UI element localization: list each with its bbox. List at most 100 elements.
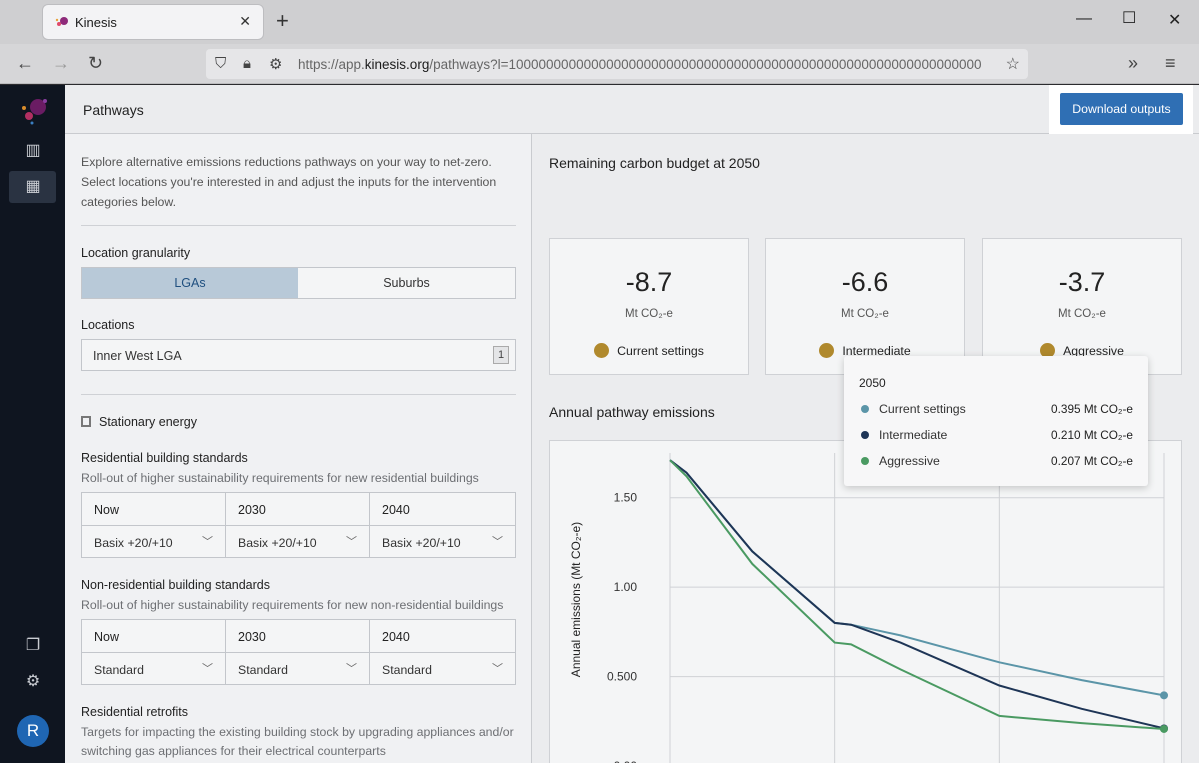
chart-tooltip: 2050 Current settings 0.395 Mt CO₂-e Int…: [844, 356, 1148, 486]
new-tab-icon[interactable]: +: [276, 8, 289, 33]
locations-count-badge: 1: [493, 346, 509, 364]
series-dot: [861, 431, 869, 439]
locations-label: Locations: [81, 318, 135, 332]
series-dot: [861, 457, 869, 465]
shield-icon[interactable]: ⛉: [215, 55, 227, 72]
budget-title: Remaining carbon budget at 2050: [549, 155, 760, 171]
reload-icon[interactable]: ↻: [88, 53, 104, 73]
tooltip-row-intermediate: Intermediate 0.210 Mt CO₂-e: [861, 428, 1133, 442]
download-outputs-button[interactable]: Download outputs: [1060, 93, 1183, 125]
budget-unit: Mt CO₂-e: [625, 308, 673, 320]
budget-value: -6.6: [841, 267, 889, 297]
budget-card-current: -8.7 Mt CO₂-e Current settings: [549, 238, 749, 375]
browser-tab[interactable]: Kinesis ✕: [42, 4, 264, 40]
back-icon[interactable]: ←: [16, 53, 34, 73]
app-sidebar: ▥ ▦ ❐ ⚙ R: [0, 85, 65, 763]
chevron-down-icon: ﹀: [346, 536, 357, 548]
permissions-icon[interactable]: ⚙: [269, 56, 283, 73]
budget-card-intermediate: -6.6 Mt CO₂-e Intermediate: [765, 238, 965, 375]
budget-legend: Current settings: [550, 343, 748, 358]
chevron-down-icon: ﹀: [202, 536, 213, 548]
settings-gear-icon[interactable]: ⚙: [25, 673, 41, 690]
close-tab-icon[interactable]: ✕: [239, 13, 251, 29]
residential-col-2040[interactable]: 2040 Basix +20/+10 ﹀: [382, 503, 503, 550]
section-stationary-energy: Stationary energy: [81, 415, 197, 429]
lock-icon[interactable]: 🔒︎: [243, 55, 251, 72]
residential-title: Residential building standards: [81, 451, 248, 465]
granularity-label: Location granularity: [81, 246, 191, 260]
budget-value: -3.7: [1058, 267, 1106, 297]
residential-2040-select[interactable]: Basix +20/+10: [382, 536, 461, 550]
series-line-current-settings: [669, 459, 1165, 697]
legend-dot: [1040, 343, 1056, 358]
forward-icon[interactable]: →: [52, 53, 70, 73]
divider: [81, 225, 516, 226]
nonresidential-2040-select[interactable]: Standard: [382, 663, 432, 677]
series-line-intermediate: [669, 459, 1165, 730]
user-avatar[interactable]: R: [17, 715, 49, 747]
nonresidential-now-select[interactable]: Standard: [94, 663, 144, 677]
chevron-down-icon: ﹀: [346, 663, 357, 675]
residential-desc: Roll-out of higher sustainability requir…: [81, 471, 479, 485]
budget-unit: Mt CO₂-e: [841, 308, 889, 320]
residential-now-select[interactable]: Basix +20/+10: [94, 536, 173, 550]
nonresidential-col-now[interactable]: Now Standard ﹀: [82, 620, 226, 684]
controls-panel: Explore alternative emissions reductions…: [65, 134, 532, 763]
sidebar-active-highlight: [9, 171, 56, 203]
nonresidential-desc: Roll-out of higher sustainability requir…: [81, 598, 504, 612]
chevron-down-icon: ﹀: [492, 663, 503, 675]
address-bar[interactable]: ⛉ 🔒︎ ⚙ https://app.kinesis.org/pathways?…: [206, 49, 1028, 79]
browser-tab-bar: Kinesis ✕ + — ☐ ✕: [0, 0, 1199, 44]
extensions-overflow-icon[interactable]: »: [1128, 53, 1139, 73]
menu-icon[interactable]: ≡: [1165, 53, 1176, 73]
legend-dot: [819, 343, 835, 358]
series-line-aggressive: [669, 459, 1165, 730]
chart-icon[interactable]: ▦: [25, 178, 41, 195]
series-point-current-settings: [1160, 691, 1168, 700]
nonresidential-col-2030[interactable]: 2030 Standard ﹀: [226, 620, 370, 684]
granularity-option-lgas[interactable]: LGAs: [82, 268, 298, 298]
browser-nav-bar: ← → ↻ ⛉ 🔒︎ ⚙ https://app.kinesis.org/pat…: [0, 44, 1199, 84]
maximize-icon[interactable]: ☐: [1122, 10, 1137, 27]
residential-col-2030[interactable]: 2030 Basix +20/+10 ﹀: [226, 493, 370, 557]
intro-text: Explore alternative emissions reductions…: [81, 155, 497, 209]
page-title: Pathways: [83, 102, 144, 118]
budget-legend: Aggressive: [983, 343, 1181, 358]
nonresidential-2030-select[interactable]: Standard: [238, 663, 288, 677]
tooltip-row-aggressive: Aggressive 0.207 Mt CO₂-e: [861, 454, 1133, 468]
legend-dot: [594, 343, 610, 358]
app-header: Pathways: [65, 85, 1199, 134]
download-button-highlight: Download outputs: [1049, 85, 1193, 134]
retrofits-desc: Targets for impacting the existing build…: [81, 725, 514, 758]
map-icon[interactable]: ▥: [25, 142, 41, 159]
y-axis-label: Annual emissions (Mt CO₂-e): [569, 522, 583, 677]
residential-col-now[interactable]: Now Basix +20/+10 ﹀: [82, 493, 226, 557]
budget-card-aggressive: -3.7 Mt CO₂-e Aggressive: [982, 238, 1182, 375]
y-tick-label: 0.00: [614, 759, 638, 763]
tooltip-year: 2050: [859, 376, 886, 390]
building-icon: [81, 416, 91, 427]
retrofits-title: Residential retrofits: [81, 705, 188, 719]
budget-value: -8.7: [625, 267, 673, 297]
bookmark-star-icon[interactable]: ☆: [1005, 56, 1020, 73]
budget-legend: Intermediate: [766, 343, 964, 358]
residential-2030-select[interactable]: Basix +20/+10: [238, 536, 317, 550]
tooltip-row-current: Current settings 0.395 Mt CO₂-e: [861, 402, 1133, 416]
nonresidential-title: Non-residential building standards: [81, 578, 271, 592]
locations-select[interactable]: Inner West LGA 1: [81, 339, 516, 371]
window-close-icon[interactable]: ✕: [1168, 12, 1182, 29]
nonresidential-schedule: Now Standard ﹀ 2030 Standard ﹀ 2040 Stan…: [81, 619, 516, 685]
url-text[interactable]: https://app.kinesis.org/pathways?l=10000…: [298, 57, 982, 72]
layers-icon[interactable]: ❐: [25, 637, 41, 654]
kinesis-favicon-icon: [55, 17, 68, 26]
y-tick-label: 1.50: [614, 491, 638, 505]
budget-unit: Mt CO₂-e: [1058, 308, 1106, 320]
granularity-toggle: LGAs Suburbs: [81, 267, 516, 299]
emissions-chart[interactable]: 20202030204020500.000.5001.001.50Annual …: [549, 440, 1182, 763]
granularity-option-suburbs[interactable]: Suburbs: [383, 276, 430, 290]
nonresidential-col-2040[interactable]: 2040 Standard ﹀: [382, 630, 503, 677]
minimize-icon[interactable]: —: [1076, 10, 1092, 27]
residential-schedule: Now Basix +20/+10 ﹀ 2030 Basix +20/+10 ﹀…: [81, 492, 516, 558]
series-dot: [861, 405, 869, 413]
emissions-chart-svg: 20202030204020500.000.5001.001.50Annual …: [569, 453, 1168, 763]
